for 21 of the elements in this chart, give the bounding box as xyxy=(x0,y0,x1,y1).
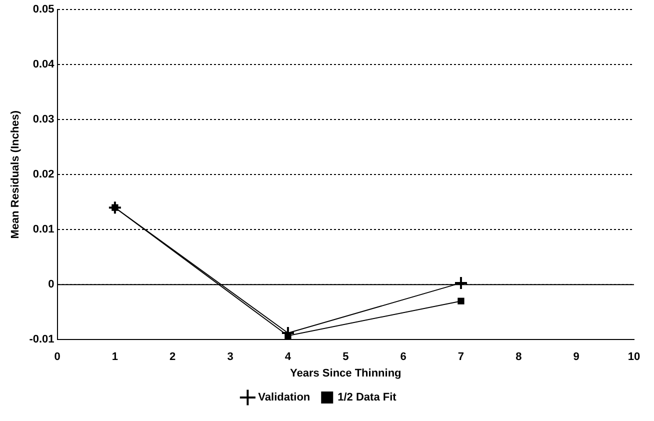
y-tick-label: 0.01 xyxy=(32,224,54,236)
x-tick-label: 5 xyxy=(342,351,349,364)
y-tick-label: 0 xyxy=(48,278,54,291)
y-tick-label: -0.01 xyxy=(29,334,54,346)
x-tick-label: 1 xyxy=(112,351,118,364)
y-tick-label: 0.05 xyxy=(32,4,54,16)
legend-label: Validation xyxy=(258,392,310,404)
x-tick-label: 6 xyxy=(400,351,406,364)
x-tick-label: 9 xyxy=(573,351,580,364)
y-tick-label: 0.04 xyxy=(32,58,56,71)
x-tick-label: 4 xyxy=(284,351,292,364)
x-tick-label: 10 xyxy=(628,351,640,364)
x-tick-label: 8 xyxy=(516,351,522,364)
x-tick-label: 2 xyxy=(170,351,176,364)
x-tick-label: 7 xyxy=(458,351,464,364)
y-tick-label: 0.03 xyxy=(32,114,54,126)
x-tick-label: 3 xyxy=(227,351,234,364)
legend-label: 1/2 Data Fit xyxy=(338,392,397,404)
y-axis-title: Mean Residuals (Inches) xyxy=(10,110,22,239)
x-axis-title: Years Since Thinning xyxy=(290,367,402,380)
y-tick-label: 0.02 xyxy=(32,168,54,181)
